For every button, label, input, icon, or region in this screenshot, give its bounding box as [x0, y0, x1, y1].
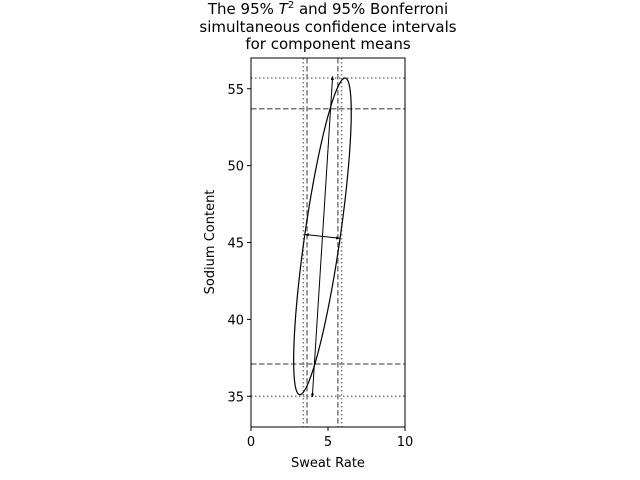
x-tick-label: 0	[247, 435, 255, 450]
y-tick-label: 40	[227, 313, 244, 328]
chart-title-line-2: simultaneous confidence intervals	[199, 18, 456, 36]
y-tick-label: 45	[227, 237, 244, 252]
minor-axis-arrow	[304, 233, 341, 240]
x-axis-label: Sweat Rate	[291, 456, 365, 471]
chart-title-line-1: The 95% T2 and 95% Bonferroni	[207, 0, 448, 18]
x-axis-ticks: 0 5 10	[247, 427, 413, 450]
axes-frame	[250, 57, 406, 428]
y-axis-label: Sodium Content	[203, 190, 218, 295]
y-axis-ticks: 35 40 45 50 55	[227, 83, 251, 405]
plot-area	[251, 58, 405, 427]
x-tick-label: 10	[397, 435, 414, 450]
chart-title-line-3: for component means	[245, 35, 411, 53]
y-tick-label: 55	[227, 83, 244, 98]
x-tick-label: 5	[324, 435, 332, 450]
y-tick-label: 50	[227, 160, 244, 175]
y-tick-label: 35	[227, 390, 244, 405]
